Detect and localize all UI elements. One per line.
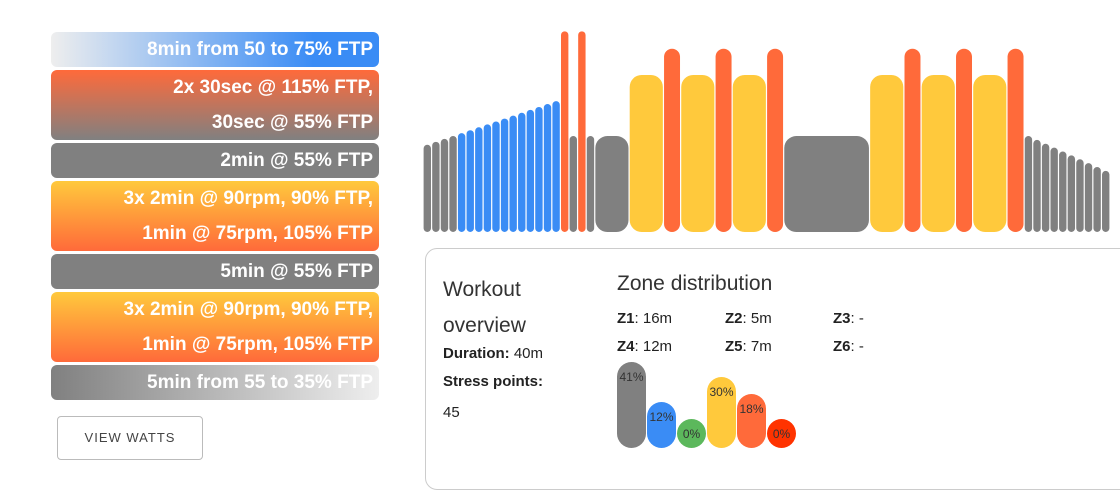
interval-bar[interactable] — [681, 74, 715, 232]
duration: Duration: 40m — [443, 345, 543, 362]
zone-title: Zone distribution — [617, 272, 773, 295]
workout-step[interactable]: 8min from 50 to 75% FTP — [51, 32, 379, 67]
interval-bar[interactable] — [732, 74, 766, 232]
interval-bar[interactable] — [1093, 167, 1101, 232]
duration-value: 40m — [513, 345, 544, 362]
interval-bar[interactable] — [1059, 151, 1067, 232]
step-text: 2min @ 55% FTP — [220, 150, 373, 171]
interval-bar[interactable] — [535, 106, 543, 232]
interval-bar[interactable] — [1041, 143, 1050, 232]
interval-bar[interactable] — [664, 48, 681, 233]
interval-bar[interactable] — [1024, 136, 1033, 232]
interval-bar[interactable] — [526, 109, 535, 232]
interval-bar[interactable] — [973, 74, 1007, 232]
interval-bar[interactable] — [449, 136, 457, 232]
workout-step[interactable]: 2min @ 55% FTP — [51, 143, 379, 178]
zone-value: - — [858, 338, 864, 355]
interval-bar[interactable] — [483, 124, 492, 232]
zone-key: Z5 — [725, 338, 743, 355]
zone-z2: Z2: 5m — [725, 310, 772, 327]
interval-bar[interactable] — [423, 144, 431, 232]
zone-z4: Z4: 12m — [617, 338, 673, 355]
interval-bar[interactable] — [629, 74, 663, 232]
interval-bar[interactable] — [552, 101, 560, 232]
workout-steps: 8min from 50 to 75% FTP 2x 30sec @ 115% F… — [51, 32, 379, 403]
interval-bar[interactable] — [1033, 139, 1041, 232]
zone-bar: 18% — [737, 393, 766, 448]
interval-bar[interactable] — [509, 115, 517, 232]
step-text: 1min @ 75rpm, 105% FTP — [142, 223, 373, 244]
interval-bar[interactable] — [440, 138, 449, 232]
zone-key: Z1 — [617, 310, 635, 327]
interval-bar[interactable] — [921, 74, 955, 232]
step-text: 5min @ 55% FTP — [220, 261, 373, 282]
zone-bar: 0% — [677, 419, 706, 448]
workout-step[interactable]: 5min @ 55% FTP — [51, 254, 379, 289]
zone-key: Z4 — [617, 338, 635, 355]
zone-z1: Z1: 16m — [617, 310, 673, 327]
zone-bar: 12% — [647, 402, 676, 448]
interval-bar[interactable] — [715, 48, 732, 233]
zone-value: - — [858, 310, 864, 327]
step-text: 5min from 55 to 35% FTP — [147, 372, 373, 393]
interval-bar[interactable] — [1007, 48, 1024, 233]
workout-step[interactable]: 3x 2min @ 90rpm, 90% FTP, 1min @ 75rpm, 1… — [51, 292, 379, 362]
interval-bar[interactable] — [1084, 163, 1093, 232]
interval-bar[interactable] — [466, 130, 474, 232]
zone-key: Z3 — [833, 310, 851, 327]
zone-z3: Z3: - — [833, 310, 864, 327]
zone-z5: Z5: 7m — [725, 338, 772, 355]
interval-bar[interactable] — [767, 48, 784, 233]
zone-value: 7m — [750, 338, 772, 355]
interval-bar[interactable] — [1076, 159, 1084, 232]
interval-bar[interactable] — [1067, 155, 1076, 232]
interval-bar[interactable] — [1102, 170, 1110, 232]
step-text: 2x 30sec @ 115% FTP, — [173, 77, 373, 98]
interval-bar[interactable] — [475, 127, 483, 232]
interval-bar[interactable] — [1050, 147, 1058, 232]
zone-value: 5m — [750, 310, 772, 327]
interval-bar[interactable] — [586, 136, 595, 232]
interval-bar[interactable] — [578, 31, 586, 233]
interval-bar[interactable] — [500, 118, 509, 232]
interval-bar[interactable] — [595, 136, 629, 232]
interval-bar[interactable] — [432, 141, 440, 232]
interval-bar[interactable] — [457, 133, 466, 232]
step-text: 8min from 50 to 75% FTP — [147, 39, 373, 60]
interval-bar[interactable] — [543, 104, 552, 232]
stress-value: 45 — [443, 404, 460, 421]
workout-step[interactable]: 3x 2min @ 90rpm, 90% FTP, 1min @ 75rpm, 1… — [51, 181, 379, 251]
interval-bar[interactable] — [904, 48, 921, 233]
zone-key: Z2 — [725, 310, 743, 327]
interval-bar[interactable] — [956, 48, 972, 233]
zone-bar: 30% — [707, 377, 736, 448]
stress-label: Stress points: — [443, 373, 543, 390]
step-text: 3x 2min @ 90rpm, 90% FTP, — [123, 188, 373, 209]
view-watts-button[interactable]: VIEW WATTS — [57, 416, 203, 460]
duration-label: Duration: — [443, 345, 510, 362]
workout-step[interactable]: 2x 30sec @ 115% FTP, 30sec @ 55% FTP — [51, 70, 379, 140]
overview-title: Workout overview — [443, 278, 526, 337]
interval-bar[interactable] — [784, 136, 869, 232]
zone-value: 12m — [642, 338, 673, 355]
step-text: 30sec @ 55% FTP — [211, 112, 373, 133]
zone-bar: 41% — [617, 361, 646, 448]
zone-value: 16m — [642, 310, 673, 327]
workout-chart — [423, 31, 1110, 233]
interval-bar[interactable] — [561, 31, 569, 233]
step-text: 3x 2min @ 90rpm, 90% FTP, — [123, 299, 373, 320]
interval-bar[interactable] — [518, 112, 526, 232]
zone-z6: Z6: - — [833, 338, 864, 355]
interval-bar[interactable] — [870, 74, 904, 232]
step-text: 1min @ 75rpm, 105% FTP — [142, 334, 373, 355]
interval-bar[interactable] — [569, 136, 577, 232]
workout-step[interactable]: 5min from 55 to 35% FTP — [51, 365, 379, 400]
zone-bar: 0% — [767, 419, 796, 448]
zone-key: Z6 — [833, 338, 851, 355]
stress-label-text: Stress points: — [443, 373, 544, 390]
interval-bar[interactable] — [492, 121, 500, 232]
